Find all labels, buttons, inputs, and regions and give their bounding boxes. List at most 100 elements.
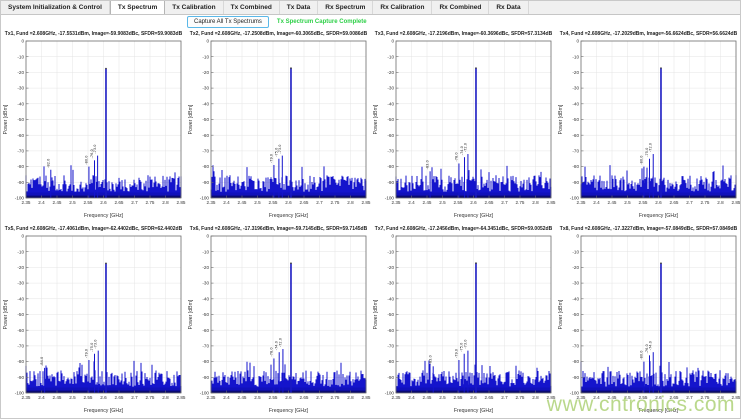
svg-text:2.45: 2.45 bbox=[238, 395, 247, 400]
tab-tx-combined[interactable]: Tx Combined bbox=[224, 1, 280, 14]
svg-text:2.5: 2.5 bbox=[624, 395, 631, 400]
tab-tx-calibration[interactable]: Tx Calibration bbox=[165, 1, 224, 14]
svg-text:-40: -40 bbox=[387, 296, 394, 301]
svg-text:-60: -60 bbox=[387, 328, 394, 333]
svg-text:-40: -40 bbox=[202, 296, 209, 301]
svg-text:-73.0: -73.0 bbox=[93, 145, 97, 154]
svg-text:-100: -100 bbox=[570, 196, 580, 201]
svg-text:-80.0: -80.0 bbox=[639, 351, 643, 360]
svg-text:2.85: 2.85 bbox=[547, 395, 556, 400]
svg-text:-50: -50 bbox=[572, 117, 579, 122]
svg-text:0: 0 bbox=[576, 234, 579, 239]
svg-text:2.55: 2.55 bbox=[84, 200, 93, 205]
svg-text:-80: -80 bbox=[387, 359, 394, 364]
svg-text:-40: -40 bbox=[572, 101, 579, 106]
svg-text:-70: -70 bbox=[202, 344, 209, 349]
svg-text:Frequency [GHz]: Frequency [GHz] bbox=[454, 213, 494, 219]
svg-text:2.45: 2.45 bbox=[608, 395, 617, 400]
svg-text:-79.0: -79.0 bbox=[454, 349, 458, 358]
svg-text:2.6: 2.6 bbox=[100, 395, 107, 400]
svg-text:2.35: 2.35 bbox=[207, 395, 216, 400]
svg-text:2.35: 2.35 bbox=[22, 395, 31, 400]
svg-text:2.8: 2.8 bbox=[717, 395, 724, 400]
svg-text:-80.0: -80.0 bbox=[639, 156, 643, 165]
plot-title-tx3: Tx3, Fund =2.608GHz, -17.2196dBm, Image=… bbox=[374, 31, 553, 37]
svg-text:-10: -10 bbox=[202, 54, 209, 59]
svg-text:Frequency [GHz]: Frequency [GHz] bbox=[454, 408, 494, 414]
svg-text:-90: -90 bbox=[202, 180, 209, 185]
svg-text:2.65: 2.65 bbox=[300, 200, 309, 205]
svg-text:2.6: 2.6 bbox=[655, 200, 662, 205]
svg-text:Power [dBm]: Power [dBm] bbox=[188, 299, 194, 329]
svg-text:2.75: 2.75 bbox=[516, 395, 525, 400]
tab-rx-combined[interactable]: Rx Combined bbox=[432, 1, 490, 14]
svg-text:-30: -30 bbox=[572, 281, 579, 286]
svg-text:2.7: 2.7 bbox=[501, 200, 508, 205]
plot-cell-tx6: Tx6, Fund =2.608GHz, -17.3196dBm, Image=… bbox=[186, 224, 371, 418]
svg-text:-60: -60 bbox=[202, 133, 209, 138]
svg-text:2.85: 2.85 bbox=[732, 395, 741, 400]
svg-text:2.55: 2.55 bbox=[84, 395, 93, 400]
svg-text:-20: -20 bbox=[17, 70, 24, 75]
svg-text:-10: -10 bbox=[387, 54, 394, 59]
svg-text:-80: -80 bbox=[17, 164, 24, 169]
svg-text:-20: -20 bbox=[202, 70, 209, 75]
svg-text:0: 0 bbox=[206, 39, 209, 44]
svg-text:2.65: 2.65 bbox=[670, 395, 679, 400]
svg-text:-100: -100 bbox=[15, 196, 25, 201]
svg-text:Power [dBm]: Power [dBm] bbox=[558, 104, 564, 134]
spectrum-plot-tx8: -80.0-76.0 -74.0 2.35 2.4 2.45 2.5 2.55 2.6 2.65… bbox=[558, 234, 741, 414]
svg-text:2.8: 2.8 bbox=[162, 395, 169, 400]
svg-text:-90: -90 bbox=[202, 375, 209, 380]
svg-text:Power [dBm]: Power [dBm] bbox=[558, 299, 564, 329]
svg-text:2.5: 2.5 bbox=[254, 200, 261, 205]
svg-text:-73.0: -73.0 bbox=[463, 340, 467, 349]
svg-text:2.4: 2.4 bbox=[223, 395, 230, 400]
svg-text:-60: -60 bbox=[387, 133, 394, 138]
svg-text:2.65: 2.65 bbox=[115, 200, 124, 205]
plot-title-tx5: Tx5, Fund =2.608GHz, -17.4061dBm, Image=… bbox=[4, 226, 183, 232]
svg-text:2.65: 2.65 bbox=[300, 395, 309, 400]
plot-title-tx8: Tx8, Fund =2.608GHz, -17.3227dBm, Image=… bbox=[559, 226, 738, 232]
svg-text:-90: -90 bbox=[572, 375, 579, 380]
svg-text:-74.0: -74.0 bbox=[649, 341, 653, 350]
svg-text:-100: -100 bbox=[385, 391, 395, 396]
tab-system-init[interactable]: System Initialization & Control bbox=[1, 1, 110, 14]
svg-text:-74.0: -74.0 bbox=[460, 146, 464, 155]
svg-text:2.85: 2.85 bbox=[732, 200, 741, 205]
controls-row: Capture All Tx Spectrums Tx Spectrum Cap… bbox=[1, 15, 740, 29]
capture-all-tx-spectrums-button[interactable]: Capture All Tx Spectrums bbox=[187, 16, 269, 28]
svg-text:2.85: 2.85 bbox=[362, 395, 371, 400]
svg-text:2.6: 2.6 bbox=[285, 200, 292, 205]
svg-text:2.7: 2.7 bbox=[686, 200, 693, 205]
svg-text:2.65: 2.65 bbox=[115, 395, 124, 400]
svg-text:-40: -40 bbox=[387, 101, 394, 106]
svg-text:Power [dBm]: Power [dBm] bbox=[188, 104, 194, 134]
svg-text:2.8: 2.8 bbox=[347, 395, 354, 400]
svg-text:-90: -90 bbox=[572, 180, 579, 185]
svg-text:-80: -80 bbox=[572, 359, 579, 364]
svg-text:2.35: 2.35 bbox=[392, 200, 401, 205]
svg-text:-30: -30 bbox=[17, 86, 24, 91]
tab-tx-data[interactable]: Tx Data bbox=[280, 1, 319, 14]
tab-tx-spectrum[interactable]: Tx Spectrum bbox=[109, 1, 166, 14]
svg-text:2.6: 2.6 bbox=[655, 395, 662, 400]
svg-text:-79.0: -79.0 bbox=[269, 154, 273, 163]
svg-text:2.7: 2.7 bbox=[131, 395, 138, 400]
svg-text:2.4: 2.4 bbox=[38, 395, 45, 400]
svg-text:2.5: 2.5 bbox=[624, 200, 631, 205]
svg-text:2.35: 2.35 bbox=[22, 200, 31, 205]
svg-text:2.4: 2.4 bbox=[223, 200, 230, 205]
tab-rx-spectrum[interactable]: Rx Spectrum bbox=[318, 1, 374, 14]
tab-rx-calibration[interactable]: Rx Calibration bbox=[373, 1, 433, 14]
svg-text:2.75: 2.75 bbox=[331, 395, 340, 400]
tab-rx-data[interactable]: Rx Data bbox=[489, 1, 529, 14]
svg-text:Power [dBm]: Power [dBm] bbox=[373, 299, 379, 329]
svg-text:-100: -100 bbox=[15, 391, 25, 396]
svg-text:2.75: 2.75 bbox=[701, 395, 710, 400]
svg-text:-10: -10 bbox=[17, 54, 24, 59]
svg-text:-72.0: -72.0 bbox=[463, 143, 467, 152]
svg-text:2.5: 2.5 bbox=[69, 200, 76, 205]
svg-text:-84.0: -84.0 bbox=[40, 357, 44, 366]
svg-text:-78.0: -78.0 bbox=[269, 347, 273, 356]
